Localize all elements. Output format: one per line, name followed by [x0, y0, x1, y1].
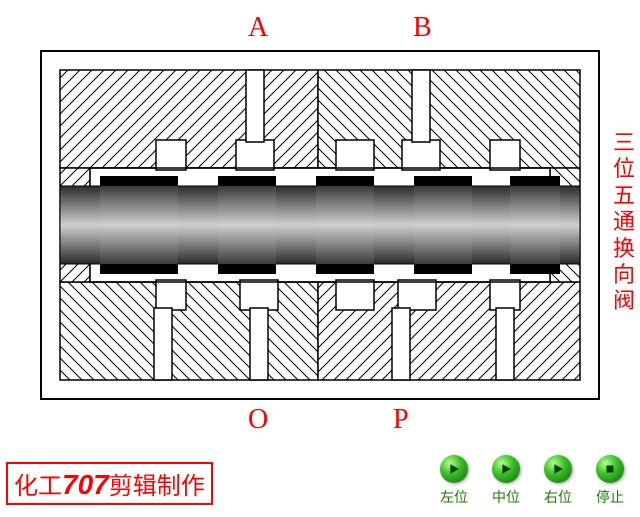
side-title-char: 五: [612, 183, 636, 209]
credit-prefix: 化工: [14, 473, 62, 500]
port-label-a: A: [248, 12, 268, 44]
right-label: 右位: [544, 487, 572, 507]
center-label: 中位: [492, 487, 520, 507]
side-title-char: 通: [612, 209, 636, 235]
controls: 左位 中位 右位 停止: [440, 455, 624, 507]
side-title: 三 位 五 通 换 向 阀: [612, 130, 636, 315]
play-icon: [448, 463, 460, 475]
play-icon: [500, 463, 512, 475]
left-button[interactable]: [440, 455, 468, 483]
side-title-char: 换: [612, 236, 636, 262]
control-stop: 停止: [596, 455, 624, 507]
stop-button[interactable]: [596, 455, 624, 483]
valve-diagram: [40, 50, 600, 400]
side-title-char: 阀: [612, 288, 636, 314]
stop-label: 停止: [596, 487, 624, 507]
port-label-o: O: [248, 404, 268, 436]
control-center: 中位: [492, 455, 520, 507]
center-button[interactable]: [492, 455, 520, 483]
play-icon: [552, 463, 564, 475]
credit-suffix: 剪辑制作: [109, 473, 205, 500]
control-right: 右位: [544, 455, 572, 507]
right-button[interactable]: [544, 455, 572, 483]
footer-credit: 化工707剪辑制作: [6, 462, 213, 505]
side-title-char: 位: [612, 156, 636, 182]
port-label-b: B: [413, 12, 432, 44]
side-title-char: 向: [612, 262, 636, 288]
control-left: 左位: [440, 455, 468, 507]
stop-icon: [605, 464, 615, 474]
side-title-char: 三: [612, 130, 636, 156]
left-label: 左位: [440, 487, 468, 507]
credit-mid: 707: [62, 469, 109, 500]
port-label-p: P: [393, 404, 409, 436]
